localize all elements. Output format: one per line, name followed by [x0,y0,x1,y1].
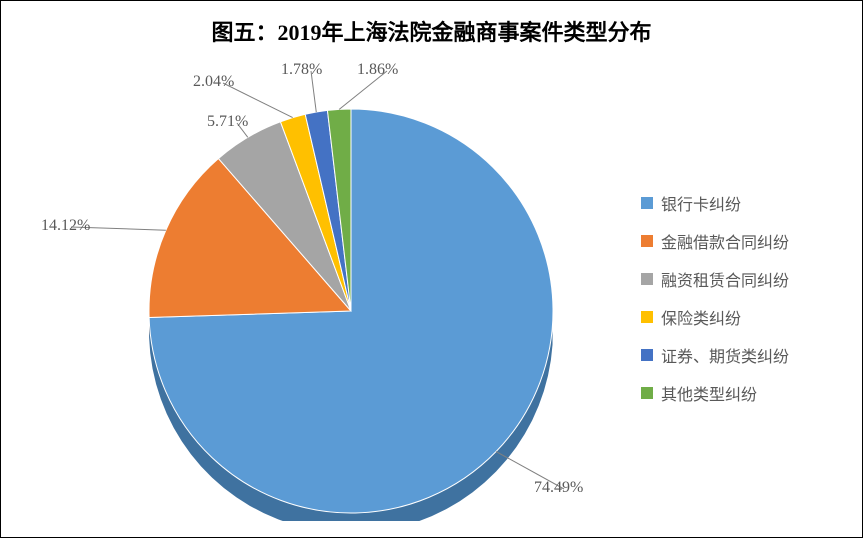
slice-label: 14.12% [41,217,90,235]
slice-label: 1.86% [357,61,398,79]
legend-item: 金融借款合同纠纷 [641,229,789,253]
legend-label: 其他类型纠纷 [661,381,757,405]
legend-label: 保险类纠纷 [661,305,741,329]
slice-label: 5.71% [207,113,248,131]
chart-title: 图五：2019年上海法院金融商事案件类型分布 [1,15,862,47]
legend-swatch [641,197,653,209]
slice-label: 2.04% [193,73,234,91]
legend-swatch [641,273,653,285]
legend-label: 银行卡纠纷 [661,191,741,215]
pie-top [149,109,553,513]
legend-label: 证券、期货类纠纷 [661,343,789,367]
legend-swatch [641,311,653,323]
slice-label: 74.49% [534,479,583,497]
legend-item: 融资租赁合同纠纷 [641,267,789,291]
legend-item: 其他类型纠纷 [641,381,789,405]
legend-label: 金融借款合同纠纷 [661,229,789,253]
chart-container: 图五：2019年上海法院金融商事案件类型分布 74.49% 14.12% 5.71%… [0,0,863,538]
legend-label: 融资租赁合同纠纷 [661,267,789,291]
pie-area: 74.49% 14.12% 5.71% 2.04% 1.78% 1.86% [41,61,601,521]
legend-swatch [641,235,653,247]
legend-item: 保险类纠纷 [641,305,789,329]
legend-item: 银行卡纠纷 [641,191,789,215]
legend-swatch [641,349,653,361]
legend-item: 证券、期货类纠纷 [641,343,789,367]
pie-svg [41,61,601,521]
legend-swatch [641,387,653,399]
legend: 银行卡纠纷金融借款合同纠纷融资租赁合同纠纷保险类纠纷证券、期货类纠纷其他类型纠纷 [641,191,789,419]
slice-label: 1.78% [281,61,322,79]
